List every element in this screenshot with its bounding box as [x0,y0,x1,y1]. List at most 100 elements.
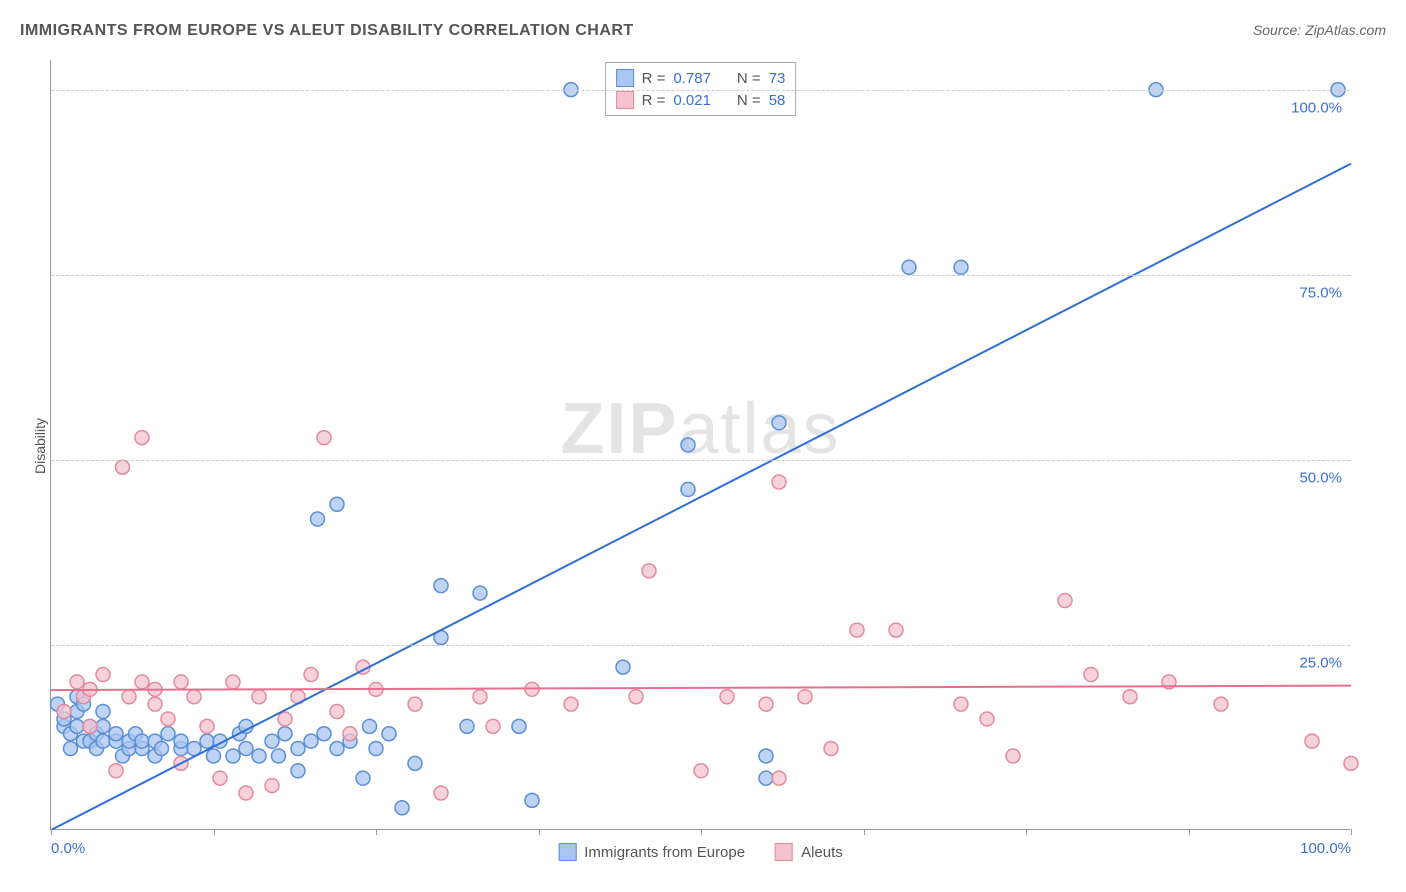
data-point [460,719,474,733]
data-point [174,734,188,748]
x-tick-mark [51,829,52,835]
data-point [759,771,773,785]
x-tick-mark [1189,829,1190,835]
data-point [343,727,357,741]
data-point [317,727,331,741]
data-point [512,719,526,733]
y-tick-label: 100.0% [1291,99,1342,116]
data-point [317,431,331,445]
data-point [304,668,318,682]
data-point [1214,697,1228,711]
legend-label-1: Immigrants from Europe [584,844,745,861]
data-point [278,727,292,741]
data-point [135,734,149,748]
x-tick-label: 100.0% [1300,840,1351,857]
data-point [239,719,253,733]
y-tick-label: 25.0% [1299,654,1342,671]
data-point [1344,756,1358,770]
data-point [889,623,903,637]
x-tick-mark [864,829,865,835]
data-point [1123,690,1137,704]
chart-title: IMMIGRANTS FROM EUROPE VS ALEUT DISABILI… [20,22,634,40]
data-point [265,734,279,748]
gridline [51,460,1350,461]
trend-line [51,686,1351,690]
swatch-series-2 [775,843,793,861]
data-point [798,690,812,704]
data-point [200,719,214,733]
data-point [304,734,318,748]
plot-area: ZIPatlas R = 0.787 N = 73 R = 0.021 N = … [50,60,1350,830]
data-point [616,660,630,674]
legend-label-2: Aleuts [801,844,843,861]
data-point [155,742,169,756]
data-point [96,668,110,682]
data-point [109,764,123,778]
data-point [291,742,305,756]
data-point [564,697,578,711]
data-point [980,712,994,726]
data-point [486,719,500,733]
data-point [265,779,279,793]
swatch-series-1 [558,843,576,861]
data-point [135,675,149,689]
data-point [311,512,325,526]
source-attribution: Source: ZipAtlas.com [1253,22,1386,38]
data-point [759,697,773,711]
data-point [772,475,786,489]
data-point [213,771,227,785]
y-tick-label: 75.0% [1299,284,1342,301]
y-tick-label: 50.0% [1299,469,1342,486]
data-point [252,690,266,704]
data-point [382,727,396,741]
data-point [239,742,253,756]
data-point [408,697,422,711]
data-point [239,786,253,800]
data-point [64,742,78,756]
x-tick-mark [1026,829,1027,835]
data-point [1006,749,1020,763]
data-point [850,623,864,637]
y-axis-label: Disability [32,418,48,474]
data-point [174,675,188,689]
data-point [135,431,149,445]
legend-bottom: Immigrants from Europe Aleuts [558,843,843,861]
data-point [902,260,916,274]
data-point [187,690,201,704]
data-point [278,712,292,726]
data-point [148,697,162,711]
source-name: ZipAtlas.com [1305,22,1386,38]
data-point [272,749,286,763]
data-point [83,719,97,733]
data-point [226,749,240,763]
data-point [954,260,968,274]
data-point [252,749,266,763]
legend-item: Immigrants from Europe [558,843,745,861]
x-tick-mark [1351,829,1352,835]
data-point [57,705,71,719]
gridline [51,275,1350,276]
x-tick-mark [214,829,215,835]
data-point [70,719,84,733]
data-point [629,690,643,704]
data-point [1305,734,1319,748]
data-point [369,742,383,756]
data-point [681,438,695,452]
data-point [642,564,656,578]
data-point [122,690,136,704]
data-point [70,675,84,689]
data-point [408,756,422,770]
data-point [109,727,123,741]
data-point [363,719,377,733]
source-label: Source: [1253,22,1301,38]
data-point [772,416,786,430]
data-point [824,742,838,756]
data-point [207,749,221,763]
data-point [473,586,487,600]
data-point [330,742,344,756]
x-tick-mark [376,829,377,835]
data-point [759,749,773,763]
legend-item: Aleuts [775,843,843,861]
data-point [291,764,305,778]
data-point [681,482,695,496]
